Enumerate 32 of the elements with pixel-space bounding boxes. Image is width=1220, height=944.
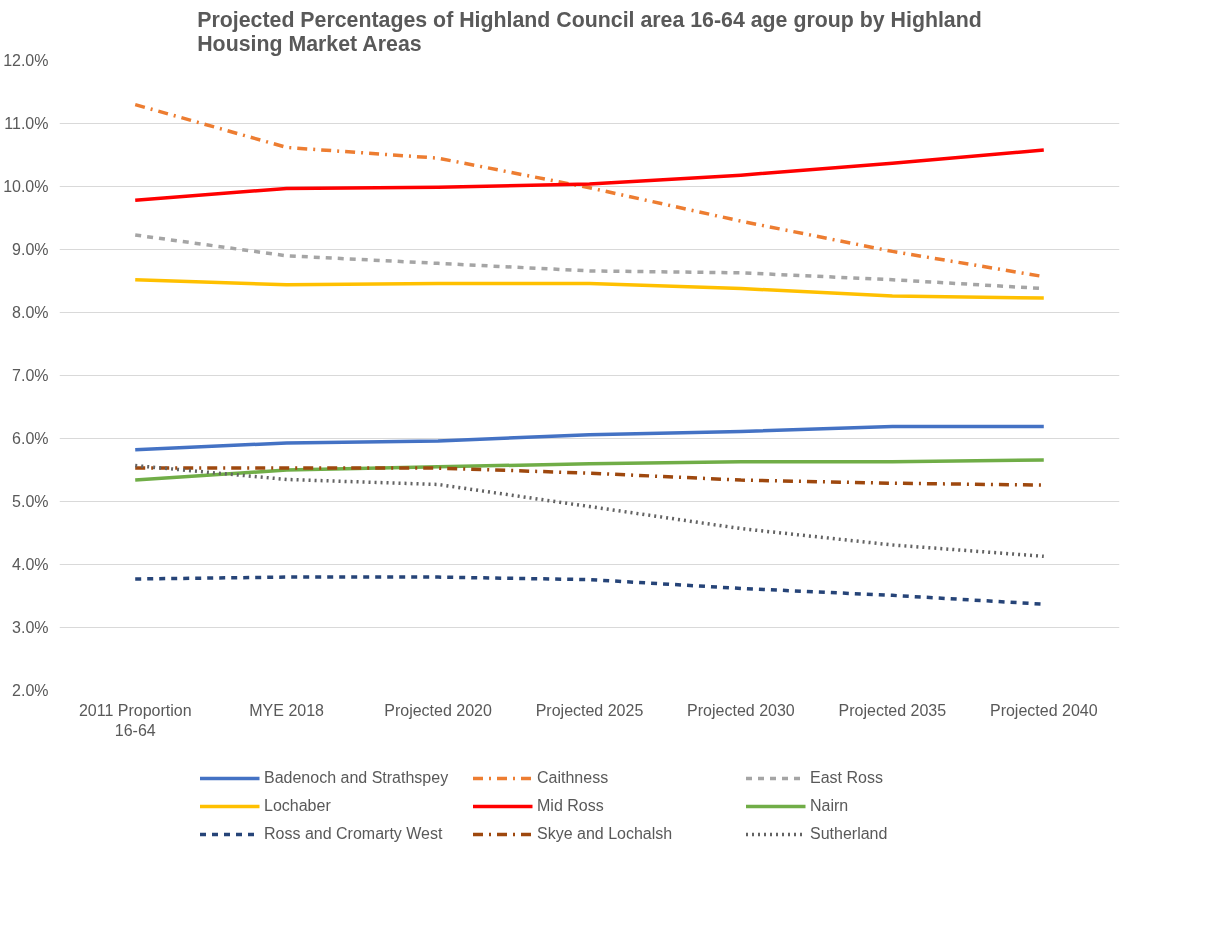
x-tick-label: 2011 Proportion 16-64: [78, 701, 192, 739]
x-tick-label: Projected 2030: [687, 701, 795, 719]
legend-label: Nairn: [810, 797, 850, 815]
line-series: [133, 463, 1046, 559]
line-series: [133, 277, 1046, 300]
y-tick-label: 5.0%: [12, 493, 49, 510]
legend-label: Badenoch and Strathspey: [264, 769, 450, 787]
x-tick-label: Projected 2040: [989, 701, 1098, 719]
y-tick-label: 3.0%: [12, 619, 49, 636]
y-tick-label: 8.0%: [12, 304, 49, 321]
line-series: [133, 148, 1046, 203]
legend-label: Ross and Cromarty West: [264, 825, 444, 843]
y-tick-label: 7.0%: [12, 367, 49, 384]
legend-label: Lochaber: [264, 797, 332, 815]
y-tick-label: 2.0%: [12, 682, 49, 699]
y-tick-label: 6.0%: [12, 430, 49, 447]
legend-label: East Ross: [810, 769, 884, 787]
line-series: [133, 424, 1046, 452]
y-tick-label: 9.0%: [12, 241, 49, 258]
legend-label: Sutherland: [810, 825, 889, 843]
legend-label: Caithness: [537, 769, 610, 787]
x-tick-label: Projected 2035: [838, 701, 947, 719]
x-tick-label: MYE 2018: [249, 701, 325, 719]
x-tick-label: Projected 2020: [384, 701, 492, 719]
chart-title: Projected Percentages of Highland Council area 16-64 age group by Highland Housing Market Areas: [197, 7, 982, 56]
y-tick-label: 4.0%: [12, 556, 49, 573]
legend-label: Mid Ross: [537, 797, 605, 815]
y-tick-label: 10.0%: [3, 178, 49, 195]
legend-label: Skye and Lochalsh: [537, 825, 674, 843]
y-tick-label: 12.0%: [3, 52, 49, 69]
x-tick-label: Projected 2025: [535, 701, 644, 719]
y-tick-label: 11.0%: [4, 115, 49, 132]
